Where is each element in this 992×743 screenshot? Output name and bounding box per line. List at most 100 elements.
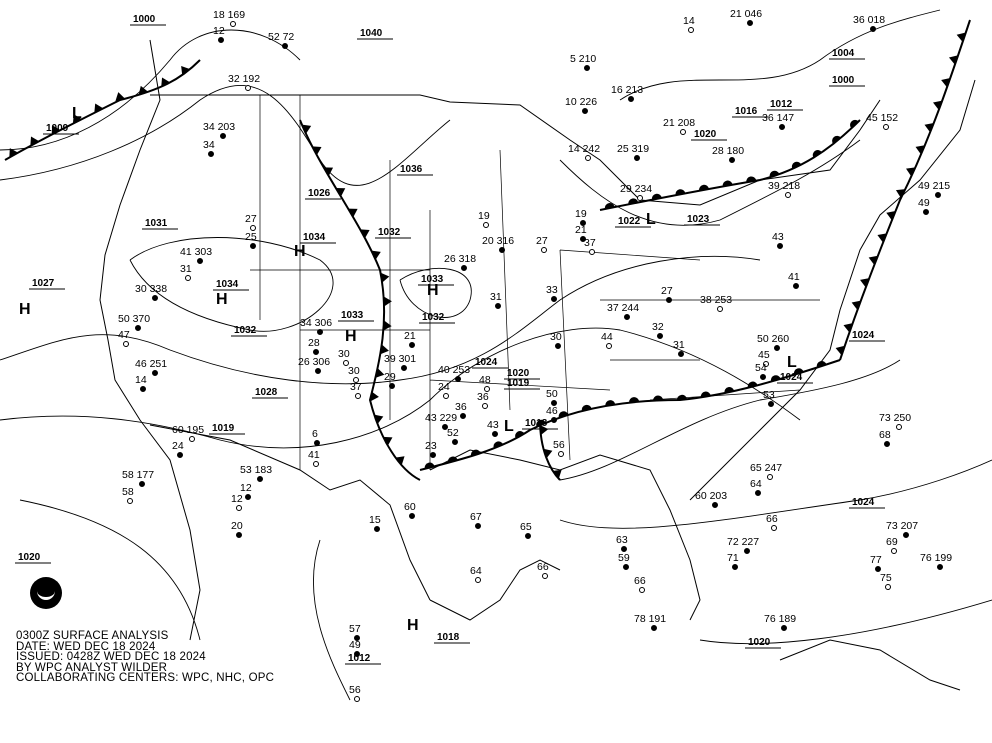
station-circle xyxy=(430,452,436,458)
station-value: 49 xyxy=(918,197,930,209)
low-pressure-center: L xyxy=(646,211,656,228)
station-value: 60 203 xyxy=(695,490,727,502)
station-value: 14 xyxy=(683,15,695,27)
station-value: 76 199 xyxy=(920,552,952,564)
station-circle xyxy=(482,403,488,409)
station-circle xyxy=(935,192,941,198)
station-circle xyxy=(140,386,146,392)
warm-front-semicircle xyxy=(699,184,709,191)
cold-front-triangle xyxy=(895,189,906,199)
station-circle xyxy=(313,461,319,467)
station-value: 14 242 xyxy=(568,143,600,155)
central-pressure-value: 1034 xyxy=(216,279,239,290)
station-value: 31 xyxy=(180,263,192,275)
cold-front-triangle xyxy=(383,320,392,331)
cold-front-triangle xyxy=(9,148,19,158)
warm-front-semicircle xyxy=(675,189,686,196)
isobar-label: 1016 xyxy=(735,106,758,117)
station-value: 29 xyxy=(384,371,396,383)
isobar xyxy=(0,327,801,449)
station-circle xyxy=(555,343,561,349)
station-circle xyxy=(452,439,458,445)
warm-front-semicircle xyxy=(605,400,616,406)
cold-front xyxy=(299,119,421,481)
station-value: 20 316 xyxy=(482,235,514,247)
station-value: 30 xyxy=(338,348,350,360)
station-value: 76 189 xyxy=(764,613,796,625)
warm-front-semicircle xyxy=(470,449,481,457)
station-value: 78 191 xyxy=(634,613,666,625)
warm-front-semicircle xyxy=(604,203,615,210)
station-circle xyxy=(774,345,780,351)
station-circle xyxy=(236,532,242,538)
station-circle xyxy=(755,490,761,496)
station-value: 77 xyxy=(870,554,882,566)
station-circle xyxy=(542,573,548,579)
isobar xyxy=(699,599,992,645)
station-circle xyxy=(492,431,498,437)
station-circle xyxy=(282,43,288,49)
station-value: 39 218 xyxy=(768,180,800,192)
station-circle xyxy=(499,247,505,253)
station-circle xyxy=(401,365,407,371)
warm-front-semicircle xyxy=(770,375,781,382)
station-value: 53 xyxy=(763,389,775,401)
station-circle xyxy=(767,474,773,480)
station-value: 14 xyxy=(135,374,147,386)
station-circle xyxy=(584,65,590,71)
station-circle xyxy=(883,124,889,130)
warm-front-semicircle xyxy=(722,180,733,187)
cold-front-triangle xyxy=(335,188,346,197)
cold-front-triangle xyxy=(906,167,916,177)
station-circle xyxy=(678,351,684,357)
cold-front-triangle xyxy=(539,425,549,435)
cold-front-triangle xyxy=(312,146,322,156)
central-pressure-value: 1022 xyxy=(618,216,641,227)
analysis-date: DATE: WED DEC 18 2024 xyxy=(16,640,156,653)
station-value: 19 xyxy=(478,210,490,222)
warm-front-semicircle xyxy=(447,456,458,463)
isobar-label: 1019 xyxy=(212,423,235,434)
station-value: 5 210 xyxy=(570,53,596,65)
isobar-label: 1020 xyxy=(507,368,530,379)
station-value: 65 247 xyxy=(750,462,782,474)
station-circle xyxy=(624,314,630,320)
station-plots: 18 169 12 52 72 32 192 34 203 34 27 25 41 303 31 3… xyxy=(118,8,952,702)
high-pressure-center: H xyxy=(427,282,439,299)
cold-front-triangle xyxy=(383,296,392,307)
station-circle xyxy=(250,243,256,249)
west-coast xyxy=(99,39,201,641)
isobar-label: 1031 xyxy=(145,218,168,229)
station-circle xyxy=(152,370,158,376)
station-circle xyxy=(634,155,640,161)
station-circle xyxy=(257,476,263,482)
station-circle xyxy=(475,577,481,583)
analysis-title: 0300Z SURFACE ANALYSIS xyxy=(16,630,169,642)
station-circle xyxy=(891,548,897,554)
station-value: 41 xyxy=(308,449,320,461)
isobar xyxy=(559,459,992,529)
station-circle xyxy=(313,349,319,355)
station-value: 12 xyxy=(213,25,225,37)
station-circle xyxy=(585,155,591,161)
station-value: 65 xyxy=(520,521,532,533)
cold-front-triangle xyxy=(375,368,385,378)
issued-time: ISSUED: 0428Z WED DEC 18 2024 xyxy=(16,651,206,663)
station-circle xyxy=(870,26,876,32)
station-circle xyxy=(793,283,799,289)
station-circle xyxy=(541,247,547,253)
station-circle xyxy=(343,360,349,366)
warm-front-semicircle xyxy=(628,198,639,205)
cold-front-triangle xyxy=(94,103,104,113)
station-value: 32 xyxy=(652,321,664,333)
station-value: 68 xyxy=(879,429,891,441)
station-circle xyxy=(551,417,557,423)
central-pressure-value: 1024 xyxy=(780,372,803,383)
mexico-border xyxy=(149,424,431,601)
station-circle xyxy=(628,96,634,102)
station-value: 57 xyxy=(349,623,361,635)
isobar-label: 1019 xyxy=(507,378,530,389)
station-value: 53 183 xyxy=(240,464,272,476)
station-value: 66 xyxy=(766,513,778,525)
station-value: 23 xyxy=(425,440,437,452)
